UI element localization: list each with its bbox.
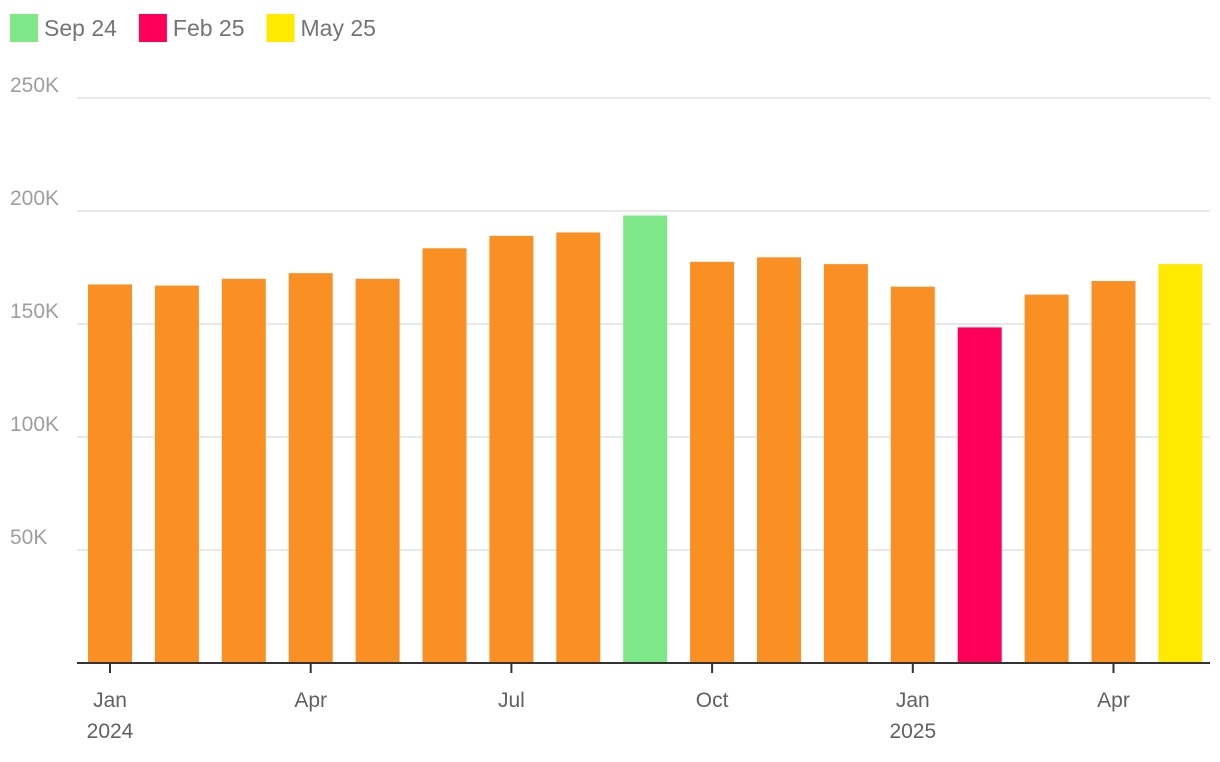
y-tick-label: 250K	[10, 74, 59, 97]
x-tick-label: Jan	[896, 689, 930, 712]
legend-label-2: May 25	[301, 15, 376, 41]
x-tick-label: Oct	[696, 689, 729, 712]
bar-2024-08	[556, 232, 601, 663]
bar-2024-11	[757, 257, 801, 663]
legend-swatch-0	[10, 14, 38, 42]
y-tick-label: 50K	[10, 526, 47, 549]
bar-2024-10	[690, 261, 735, 663]
legend-label-0: Sep 24	[44, 15, 117, 41]
bar-2024-12	[823, 264, 868, 663]
x-tick-label: Apr	[1097, 689, 1130, 712]
bar-series	[88, 215, 1203, 664]
bar-2025-05	[1158, 264, 1203, 663]
bar-2024-07	[489, 235, 534, 664]
bar-2024-05	[355, 278, 400, 663]
bar-2024-06	[422, 248, 467, 664]
y-tick-label: 100K	[10, 413, 59, 436]
x-tick-year-label: 2025	[889, 720, 936, 743]
y-tick-label: 150K	[10, 300, 59, 323]
bar-2025-01	[890, 286, 935, 663]
bar-2024-03	[221, 278, 266, 663]
bar-2024-04	[288, 273, 333, 663]
legend-label-1: Feb 25	[173, 15, 245, 41]
x-tick-label: Apr	[294, 689, 327, 712]
bar-2025-03	[1024, 294, 1069, 663]
x-axis: Jan 2024 Apr Jul Oct Jan 2025 Apr	[77, 662, 1210, 743]
bar-2025-04	[1091, 281, 1136, 663]
x-tick-label: Jan	[93, 689, 127, 712]
bar-2024-09	[623, 215, 668, 663]
bar-2024-01	[88, 284, 132, 663]
chart-legend: Sep 24 Feb 25 May 25	[10, 14, 376, 42]
x-tick-label: Jul	[498, 689, 525, 712]
bar-2024-02	[154, 285, 199, 663]
bar-2025-02	[957, 327, 1002, 663]
legend-swatch-2	[266, 14, 295, 42]
x-tick-year-label: 2024	[87, 720, 134, 743]
y-tick-label: 200K	[10, 187, 59, 210]
legend-swatch-1	[138, 14, 167, 42]
